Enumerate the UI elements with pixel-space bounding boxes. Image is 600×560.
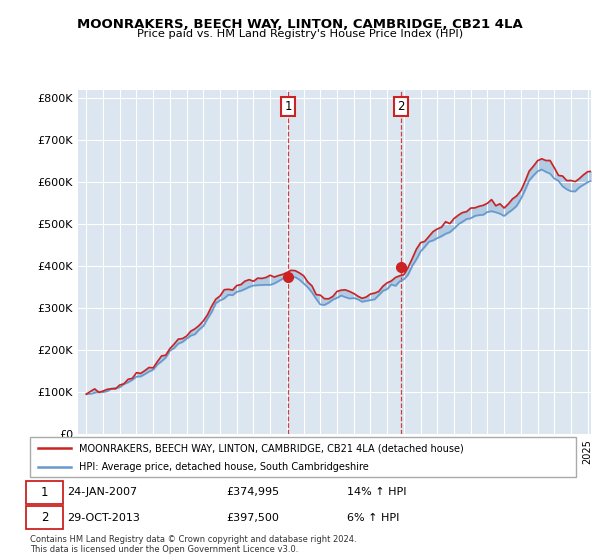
Text: 2: 2 — [397, 100, 405, 113]
Text: MOONRAKERS, BEECH WAY, LINTON, CAMBRIDGE, CB21 4LA (detached house): MOONRAKERS, BEECH WAY, LINTON, CAMBRIDGE… — [79, 443, 464, 453]
Text: Contains HM Land Registry data © Crown copyright and database right 2024.
This d: Contains HM Land Registry data © Crown c… — [30, 535, 356, 554]
Text: MOONRAKERS, BEECH WAY, LINTON, CAMBRIDGE, CB21 4LA: MOONRAKERS, BEECH WAY, LINTON, CAMBRIDGE… — [77, 18, 523, 31]
Text: £397,500: £397,500 — [227, 512, 280, 522]
Text: 29-OCT-2013: 29-OCT-2013 — [67, 512, 140, 522]
FancyBboxPatch shape — [26, 482, 64, 504]
Text: 14% ↑ HPI: 14% ↑ HPI — [347, 487, 406, 497]
Text: 2: 2 — [41, 511, 49, 524]
Text: HPI: Average price, detached house, South Cambridgeshire: HPI: Average price, detached house, Sout… — [79, 462, 369, 472]
Text: 24-JAN-2007: 24-JAN-2007 — [67, 487, 137, 497]
Text: 1: 1 — [284, 100, 292, 113]
Text: £374,995: £374,995 — [227, 487, 280, 497]
FancyBboxPatch shape — [30, 437, 576, 477]
FancyBboxPatch shape — [26, 506, 64, 529]
Text: Price paid vs. HM Land Registry's House Price Index (HPI): Price paid vs. HM Land Registry's House … — [137, 29, 463, 39]
Text: 1: 1 — [41, 486, 49, 499]
Text: 6% ↑ HPI: 6% ↑ HPI — [347, 512, 399, 522]
